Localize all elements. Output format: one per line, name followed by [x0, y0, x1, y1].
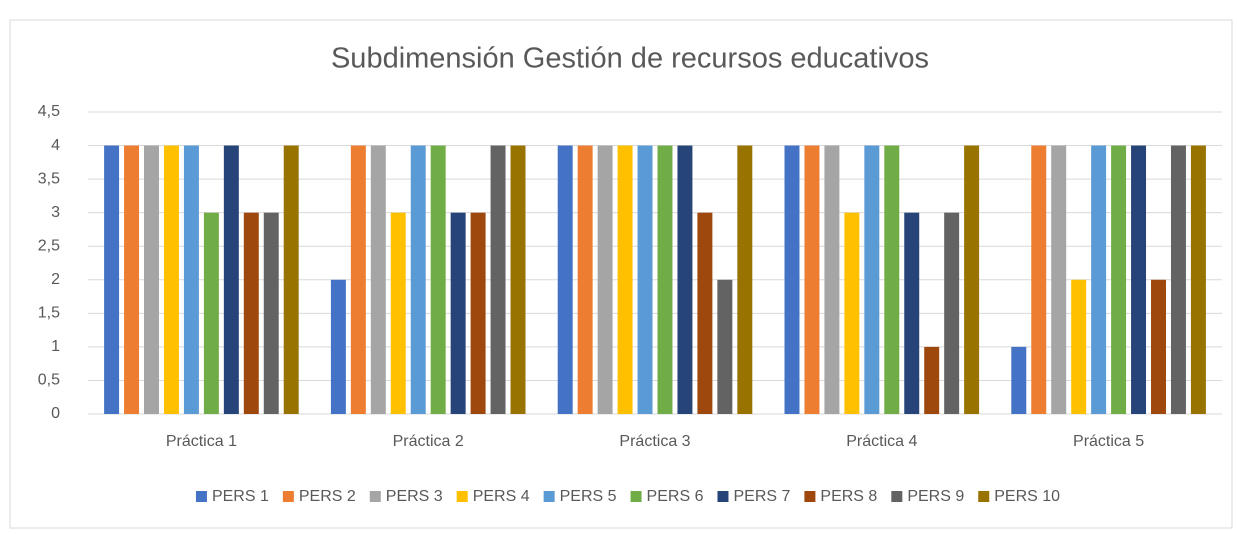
bar [163, 145, 179, 415]
bar [390, 212, 406, 414]
legend-swatch [282, 491, 294, 502]
bar [1111, 145, 1127, 415]
legend-label: PERS 1 [212, 488, 269, 505]
y-tick-label: 2 [51, 271, 60, 288]
bar [1031, 145, 1047, 415]
y-tick-label: 1 [51, 338, 60, 355]
bar [263, 212, 279, 414]
legend-label: PERS 6 [647, 488, 704, 505]
x-tick-label: Práctica 1 [166, 433, 237, 450]
bar [637, 145, 653, 415]
bar [283, 145, 299, 415]
bar [490, 145, 506, 415]
bar [104, 145, 120, 415]
legend-swatch [369, 491, 381, 502]
legend-swatch [195, 491, 207, 502]
bar [1071, 279, 1087, 414]
bar [1011, 346, 1027, 414]
bar [450, 212, 466, 414]
bar [944, 212, 960, 414]
legend-label: PERS 8 [820, 488, 877, 505]
legend-swatch [804, 491, 816, 502]
bar [510, 145, 526, 415]
y-tick-label: 1,5 [38, 305, 60, 322]
bar [410, 145, 426, 415]
bar [577, 145, 593, 415]
legend-label: PERS 7 [733, 488, 790, 505]
y-tick-label: 4,5 [38, 103, 60, 120]
y-tick-label: 3 [51, 204, 60, 221]
bar [1131, 145, 1147, 415]
bar [370, 145, 386, 415]
bar [330, 279, 346, 414]
bar [717, 279, 733, 414]
y-tick-label: 2,5 [38, 237, 60, 254]
y-tick-label: 0 [51, 405, 60, 422]
legend-label: PERS 3 [386, 488, 443, 505]
bar [124, 145, 140, 415]
legend-label: PERS 10 [994, 488, 1060, 505]
bar [144, 145, 159, 415]
bar [557, 145, 573, 415]
bar [1091, 145, 1107, 415]
legend-swatch [891, 491, 903, 502]
bar [904, 212, 920, 414]
bar [1051, 145, 1067, 415]
x-tick-label: Práctica 5 [1073, 433, 1144, 450]
bar [617, 145, 633, 415]
bar [864, 145, 880, 415]
bar [350, 145, 366, 415]
bar [804, 145, 820, 415]
bar [203, 212, 219, 414]
y-tick-label: 4 [51, 137, 60, 154]
bar [183, 145, 199, 415]
bar [737, 145, 753, 415]
bar [223, 145, 239, 415]
legend-label: PERS 2 [299, 488, 356, 505]
x-tick-label: Práctica 4 [846, 433, 917, 450]
legend-swatch [543, 491, 555, 502]
legend-swatch [717, 491, 729, 502]
legend-label: PERS 9 [907, 488, 964, 505]
chart-title: Subdimensión Gestión de recursos educati… [331, 43, 929, 75]
bar [924, 346, 940, 414]
legend-label: PERS 5 [560, 488, 617, 505]
y-tick-label: 0,5 [38, 372, 60, 389]
bar [784, 145, 800, 415]
bar [430, 145, 446, 415]
bar [677, 145, 693, 415]
bar [1170, 145, 1186, 415]
bar [884, 145, 900, 415]
y-tick-label: 3,5 [38, 170, 60, 187]
bar [243, 212, 259, 414]
legend-swatch [978, 491, 990, 502]
bar [470, 212, 486, 414]
bar [1151, 279, 1166, 414]
legend-label: PERS 4 [473, 488, 530, 505]
x-tick-label: Práctica 2 [393, 433, 464, 450]
bar [964, 145, 980, 415]
legend-swatch [630, 491, 642, 502]
bar [697, 212, 713, 414]
x-tick-label: Práctica 3 [619, 433, 690, 450]
bar [1190, 145, 1206, 415]
bar [597, 145, 613, 415]
bar [824, 145, 840, 415]
legend-swatch [456, 491, 468, 502]
bar [844, 212, 860, 414]
bar [657, 145, 673, 415]
